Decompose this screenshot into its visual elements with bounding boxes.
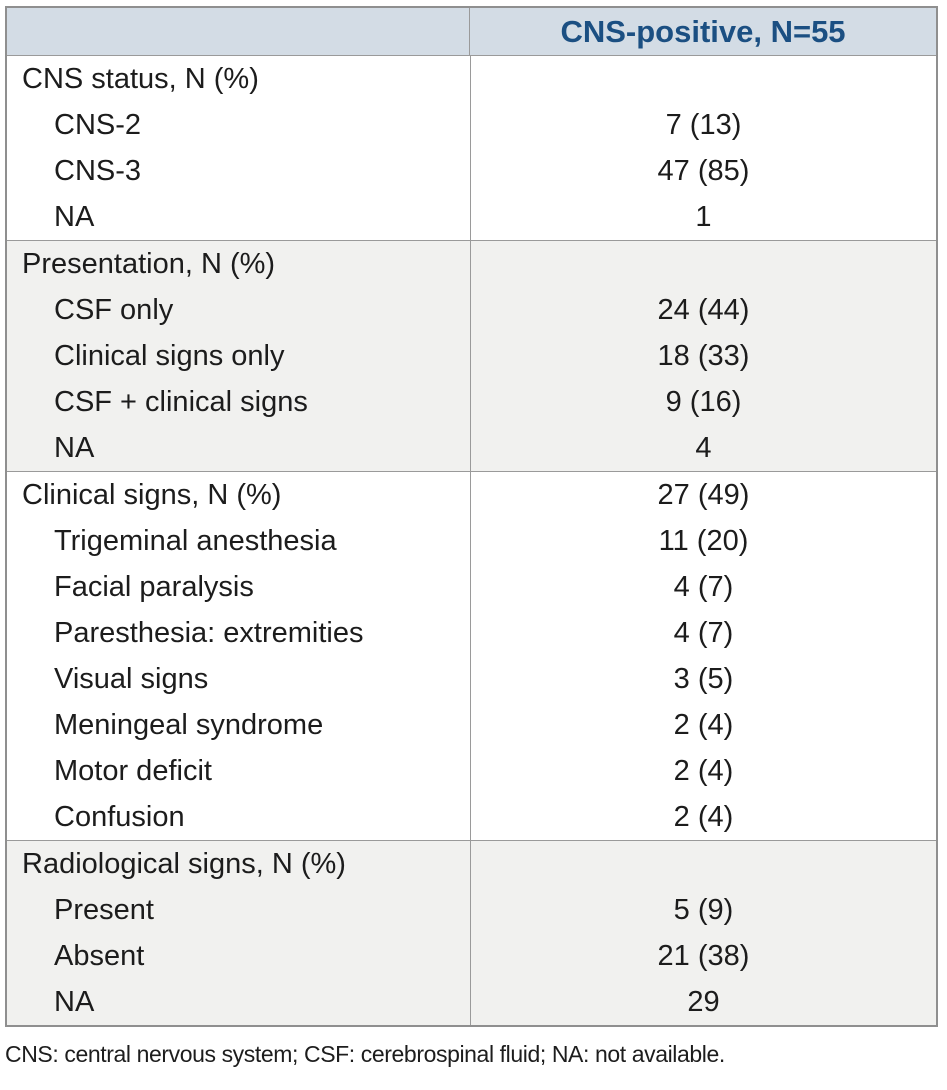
row-value: 7 (13)	[470, 102, 936, 148]
table-row: Facial paralysis 4 (7)	[7, 564, 936, 610]
table-header-row: CNS-positive, N=55	[7, 8, 936, 56]
table-row: Confusion 2 (4)	[7, 794, 936, 840]
table-row: CNS-3 47 (85)	[7, 148, 936, 194]
row-label: Radiological signs, N (%)	[22, 847, 346, 880]
row-label: Visual signs	[54, 662, 209, 695]
table-row: Paresthesia: extremities 4 (7)	[7, 610, 936, 656]
row-value: 2 (4)	[470, 702, 936, 748]
row-value: 4 (7)	[470, 610, 936, 656]
row-value: 9 (16)	[470, 379, 936, 425]
row-value: 24 (44)	[470, 287, 936, 333]
table-row: NA 4	[7, 425, 936, 471]
row-value: 29	[470, 979, 936, 1025]
row-value: 21 (38)	[470, 933, 936, 979]
row-label: Meningeal syndrome	[54, 708, 324, 741]
row-value: 2 (4)	[470, 794, 936, 840]
row-label: CNS-2	[54, 108, 142, 141]
row-value: 2 (4)	[470, 748, 936, 794]
table-row: CSF + clinical signs 9 (16)	[7, 379, 936, 425]
table-row: NA 29	[7, 979, 936, 1025]
row-value: 3 (5)	[470, 656, 936, 702]
row-label: Facial paralysis	[54, 570, 254, 603]
table-row: CNS-2 7 (13)	[7, 102, 936, 148]
row-value: 11 (20)	[470, 518, 936, 564]
row-label: Motor deficit	[54, 754, 212, 787]
row-label: Clinical signs only	[54, 339, 285, 372]
row-value	[470, 841, 936, 887]
row-label: Present	[54, 893, 154, 926]
row-label: Trigeminal anesthesia	[54, 524, 337, 557]
section-presentation: Presentation, N (%) CSF only 24 (44) Cli…	[7, 240, 936, 471]
row-label: CSF only	[54, 293, 174, 326]
row-label: Absent	[54, 939, 145, 972]
row-value: 1	[470, 194, 936, 240]
table-row: Present 5 (9)	[7, 887, 936, 933]
table-row: Clinical signs only 18 (33)	[7, 333, 936, 379]
row-value: 18 (33)	[470, 333, 936, 379]
row-label: Presentation, N (%)	[22, 247, 276, 280]
row-label: NA	[54, 985, 95, 1018]
table-row: Visual signs 3 (5)	[7, 656, 936, 702]
table-row: Clinical signs, N (%) 27 (49)	[7, 472, 936, 518]
row-label: CSF + clinical signs	[54, 385, 308, 418]
row-label: Clinical signs, N (%)	[22, 478, 282, 511]
row-value: 27 (49)	[470, 472, 936, 518]
row-value: 5 (9)	[470, 887, 936, 933]
row-label: NA	[54, 431, 95, 464]
row-value	[470, 241, 936, 287]
section-clinical-signs: Clinical signs, N (%) 27 (49) Trigeminal…	[7, 471, 936, 840]
row-value	[470, 56, 936, 102]
section-cns-status: CNS status, N (%) CNS-2 7 (13) CNS-3 47 …	[7, 56, 936, 240]
row-value: 47 (85)	[470, 148, 936, 194]
table-row: CSF only 24 (44)	[7, 287, 936, 333]
table-row: Absent 21 (38)	[7, 933, 936, 979]
table-row: NA 1	[7, 194, 936, 240]
table-row: Trigeminal anesthesia 11 (20)	[7, 518, 936, 564]
table-row: Presentation, N (%)	[7, 241, 936, 287]
clinical-characteristics-table: CNS-positive, N=55 CNS status, N (%) CNS…	[5, 6, 938, 1027]
row-label: NA	[54, 200, 95, 233]
header-blank-cell	[7, 8, 470, 55]
column-header-cns-positive: CNS-positive, N=55	[560, 13, 846, 49]
row-label: CNS-3	[54, 154, 142, 187]
table-row: Motor deficit 2 (4)	[7, 748, 936, 794]
table-row: Meningeal syndrome 2 (4)	[7, 702, 936, 748]
section-radiological-signs: Radiological signs, N (%) Present 5 (9) …	[7, 840, 936, 1025]
row-label: Paresthesia: extremities	[54, 616, 364, 649]
footnote: CNS: central nervous system; CSF: cerebr…	[5, 1041, 725, 1067]
table-row: CNS status, N (%)	[7, 56, 936, 102]
row-value: 4 (7)	[470, 564, 936, 610]
row-label: Confusion	[54, 800, 185, 833]
row-label: CNS status, N (%)	[22, 62, 259, 95]
table-row: Radiological signs, N (%)	[7, 841, 936, 887]
row-value: 4	[470, 425, 936, 471]
